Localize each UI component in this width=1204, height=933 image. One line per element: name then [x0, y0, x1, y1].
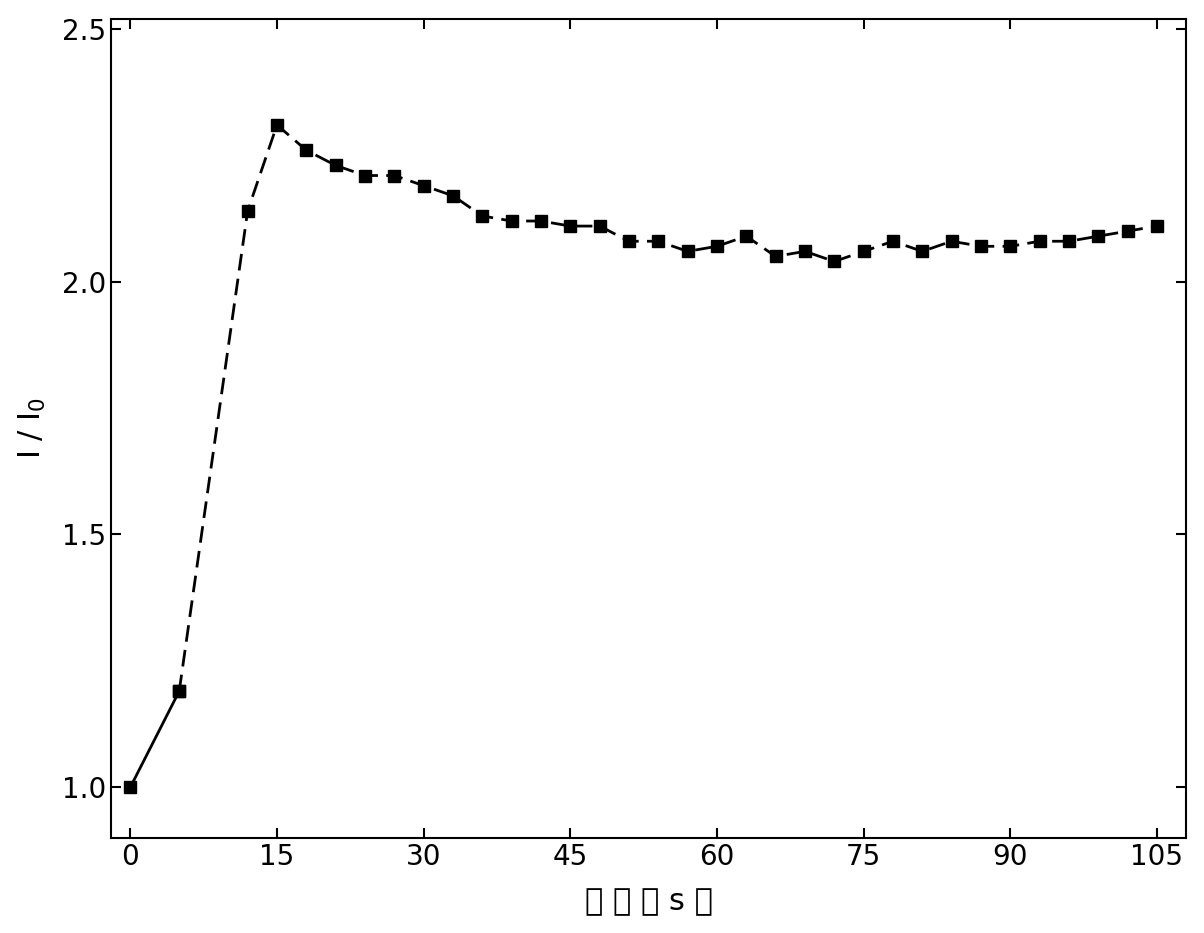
X-axis label: 时 间 （ s ）: 时 间 （ s ） [585, 887, 713, 916]
Y-axis label: I / I$_0$: I / I$_0$ [17, 397, 48, 459]
